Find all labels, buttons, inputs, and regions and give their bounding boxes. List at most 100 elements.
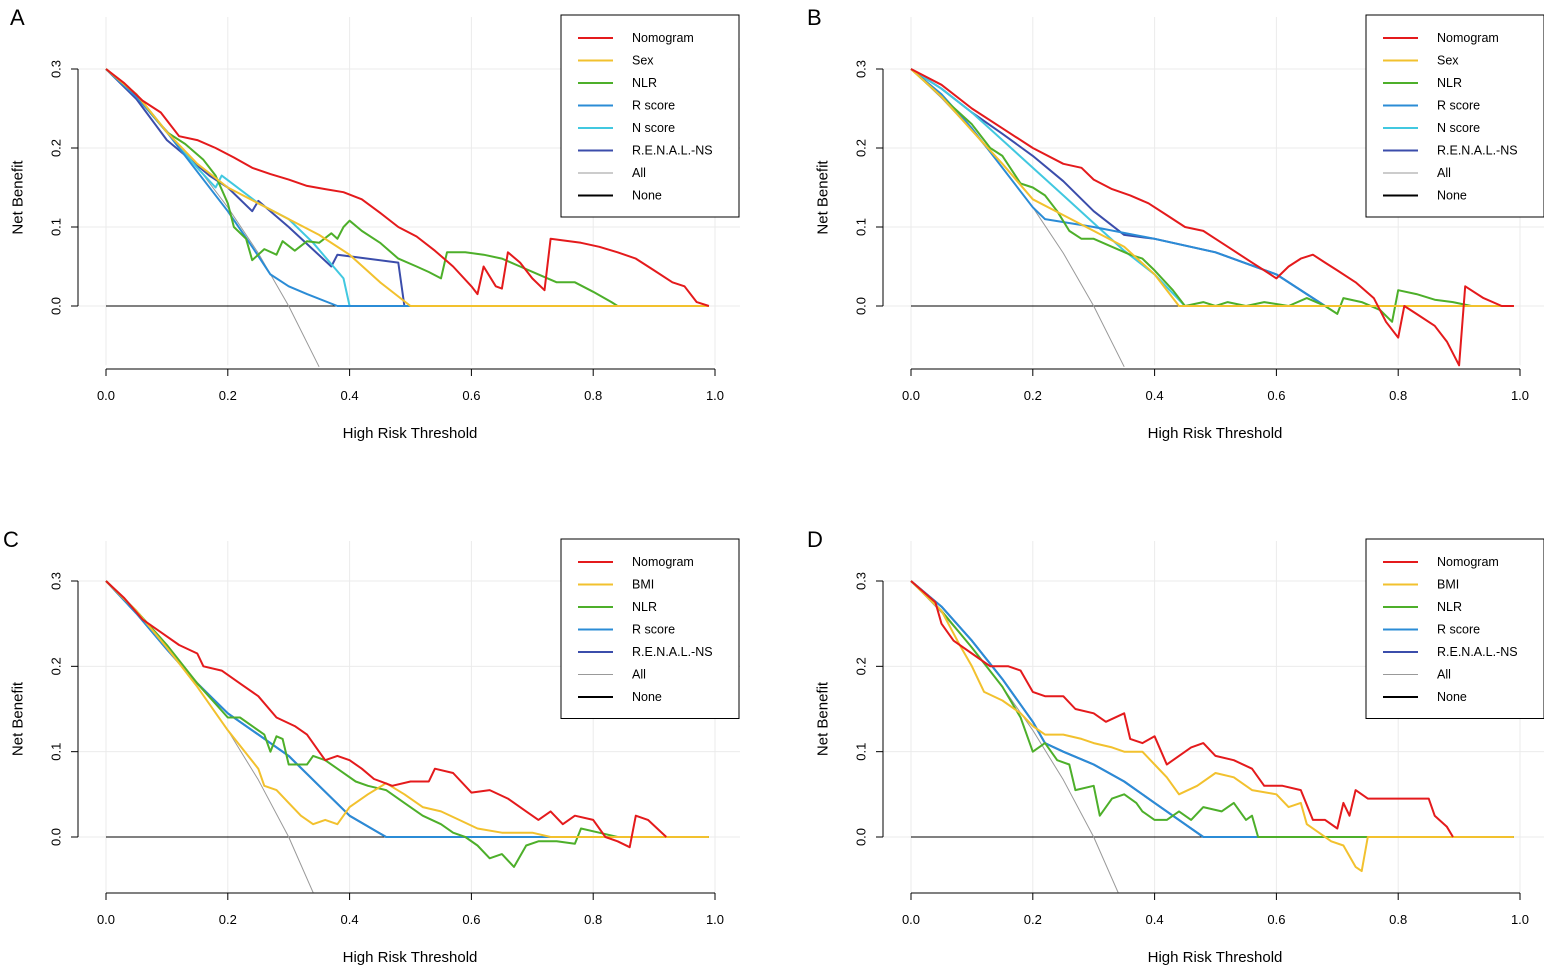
y-axis-title: Net Benefit	[10, 160, 27, 235]
legend-label-r-e-n-a-l-ns: R.E.N.A.L.-NS	[1437, 645, 1518, 659]
panel-letter: B	[807, 5, 822, 30]
x-tick-label: 0.2	[1024, 388, 1042, 403]
legend: Nomogram BMI NLR R score R.E.N.A.L.-NS All Non…	[560, 538, 740, 719]
legend-label-all: All	[632, 668, 646, 682]
x-tick-label: 0.4	[1146, 912, 1164, 927]
series-line-nomogram	[910, 68, 1514, 367]
legend-label-nomogram: Nomogram	[632, 31, 694, 45]
legend-label-sex: Sex	[632, 54, 654, 68]
legend-label-all: All	[1437, 166, 1451, 180]
legend-label-nlr: NLR	[1437, 600, 1462, 614]
legend-label-r-score: R score	[632, 623, 675, 637]
series-line-bmi	[105, 580, 709, 838]
x-tick-label: 0.6	[1267, 388, 1285, 403]
legend-label-nomogram: Nomogram	[632, 555, 694, 569]
x-axis: 0.0 0.2 0.4 0.6 0.8 1.0 High Risk Threshold	[902, 892, 1529, 966]
y-tick-label: 0.2	[49, 657, 64, 675]
x-tick-label: 0.2	[219, 388, 237, 403]
series-lines	[105, 580, 709, 893]
legend-label-nomogram: Nomogram	[1437, 31, 1499, 45]
legend-box	[1365, 14, 1544, 218]
x-tick-label: 0.2	[1024, 912, 1042, 927]
y-tick-label: 0.0	[49, 297, 64, 315]
x-tick-label: 1.0	[706, 388, 724, 403]
y-tick-label: 0.0	[854, 297, 869, 315]
x-axis-title: High Risk Threshold	[343, 949, 478, 966]
legend-label-r-e-n-a-l-ns: R.E.N.A.L.-NS	[632, 144, 713, 158]
series-line-nlr	[105, 68, 709, 307]
legend-label-none: None	[632, 189, 662, 203]
x-tick-label: 0.0	[902, 388, 920, 403]
chart-panel-c: C 0.0 0.2 0.4 0.6 0.8 1.0 High Risk Threshold 0.…	[3, 527, 740, 966]
legend-label-none: None	[1437, 189, 1467, 203]
series-line-all	[910, 580, 1119, 893]
legend-label-r-score: R score	[1437, 99, 1480, 113]
x-tick-label: 0.8	[584, 912, 602, 927]
y-tick-label: 0.3	[49, 60, 64, 78]
legend: Nomogram Sex NLR R score N score R.E.N.A.L.-N…	[1365, 14, 1544, 218]
y-tick-label: 0.2	[854, 139, 869, 157]
x-tick-label: 1.0	[1511, 388, 1529, 403]
y-tick-label: 0.2	[854, 657, 869, 675]
y-tick-label: 0.1	[854, 218, 869, 236]
y-tick-label: 0.3	[854, 572, 869, 590]
x-axis: 0.0 0.2 0.4 0.6 0.8 1.0 High Risk Threshold	[902, 368, 1529, 442]
series-line-r-score	[910, 68, 1514, 307]
x-axis: 0.0 0.2 0.4 0.6 0.8 1.0 High Risk Threshold	[97, 892, 724, 966]
y-tick-label: 0.1	[49, 743, 64, 761]
legend-label-nlr: NLR	[632, 76, 657, 90]
series-line-n-score	[910, 68, 1514, 307]
y-tick-label: 0.0	[49, 828, 64, 846]
x-tick-label: 0.6	[462, 912, 480, 927]
x-tick-label: 0.0	[902, 912, 920, 927]
legend-label-nomogram: Nomogram	[1437, 555, 1499, 569]
legend-label-bmi: BMI	[1437, 578, 1459, 592]
x-axis-title: High Risk Threshold	[1148, 949, 1283, 966]
y-tick-label: 0.1	[49, 218, 64, 236]
panel-letter: D	[807, 527, 823, 552]
x-axis-title: High Risk Threshold	[343, 425, 478, 442]
legend-label-none: None	[632, 690, 662, 704]
series-line-r-score	[910, 580, 1514, 838]
legend-label-sex: Sex	[1437, 54, 1459, 68]
x-tick-label: 0.4	[341, 388, 359, 403]
y-axis-title: Net Benefit	[815, 681, 832, 756]
legend-label-n-score: N score	[1437, 121, 1480, 135]
panel-letter: C	[3, 527, 19, 552]
legend-label-none: None	[1437, 690, 1467, 704]
legend-label-r-score: R score	[1437, 623, 1480, 637]
x-tick-label: 0.6	[1267, 912, 1285, 927]
legend-label-r-e-n-a-l-ns: R.E.N.A.L.-NS	[632, 645, 713, 659]
y-tick-label: 0.3	[49, 572, 64, 590]
x-tick-label: 1.0	[706, 912, 724, 927]
legend-label-r-e-n-a-l-ns: R.E.N.A.L.-NS	[1437, 144, 1518, 158]
series-line-bmi	[910, 580, 1514, 873]
panel-letter: A	[10, 5, 25, 30]
series-line-nlr	[910, 68, 1514, 323]
legend-label-all: All	[632, 166, 646, 180]
x-tick-label: 0.4	[341, 912, 359, 927]
series-lines	[910, 68, 1514, 368]
series-line-r-score	[105, 580, 709, 838]
y-axis: 0.0 0.1 0.2 0.3 Net Benefit	[815, 60, 884, 315]
x-axis-title: High Risk Threshold	[1148, 425, 1283, 442]
series-line-nlr	[910, 580, 1514, 838]
x-tick-label: 0.6	[462, 388, 480, 403]
legend-box	[560, 14, 740, 218]
series-line-sex	[910, 68, 1514, 307]
y-tick-label: 0.0	[854, 828, 869, 846]
y-tick-label: 0.2	[49, 139, 64, 157]
y-axis-title: Net Benefit	[815, 160, 832, 235]
series-line-nomogram	[910, 580, 1454, 838]
legend-label-nlr: NLR	[1437, 76, 1462, 90]
x-tick-label: 0.4	[1146, 388, 1164, 403]
y-axis: 0.0 0.1 0.2 0.3 Net Benefit	[10, 60, 79, 315]
y-axis-title: Net Benefit	[10, 681, 27, 756]
series-line-r-e-n-a-l-ns	[105, 68, 709, 307]
series-line-nomogram	[105, 68, 710, 307]
y-tick-label: 0.3	[854, 60, 869, 78]
x-tick-label: 0.8	[1389, 388, 1407, 403]
